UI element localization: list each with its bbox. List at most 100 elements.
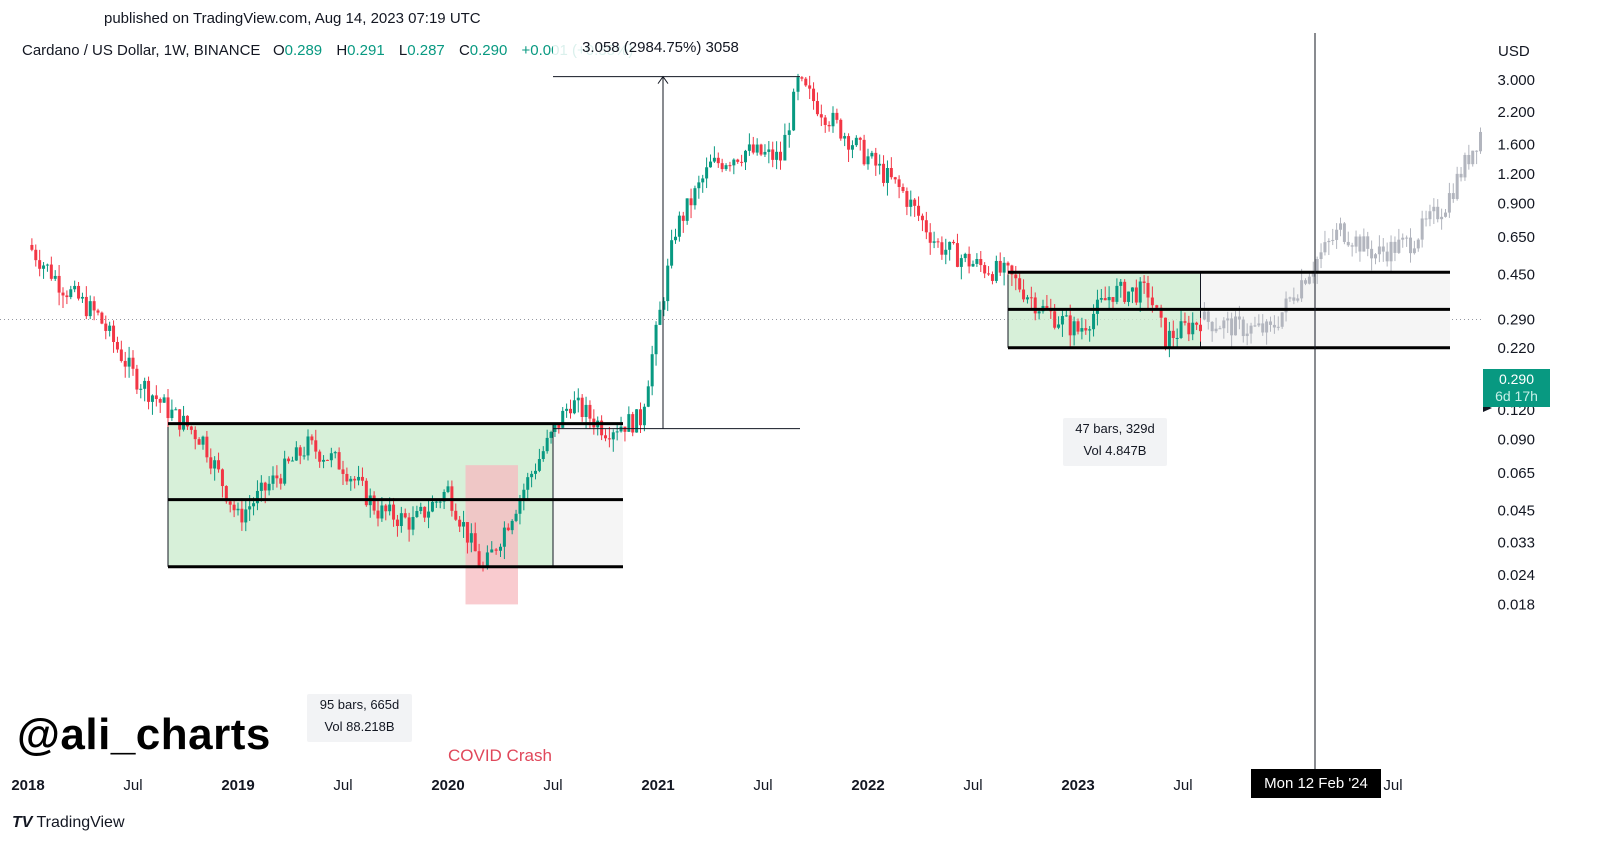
candle-body	[84, 296, 88, 317]
candle-body	[759, 144, 763, 155]
candle-body	[1331, 239, 1335, 241]
tradingview-brand[interactable]: TV TradingView	[12, 814, 125, 832]
candle-body	[693, 188, 697, 206]
candle-body	[796, 77, 800, 92]
candle-body	[775, 151, 779, 160]
range-info-box-1: 95 bars, 665d Vol 88.218B	[307, 694, 412, 742]
candle-body	[917, 205, 921, 216]
candle-body	[61, 292, 65, 296]
candle-body	[1292, 297, 1296, 301]
candle-body	[318, 451, 322, 462]
candle-body	[1195, 322, 1199, 325]
candle-body	[1304, 280, 1307, 284]
candle-body	[236, 508, 240, 511]
candle-body	[755, 144, 759, 153]
candle-body	[670, 240, 674, 266]
candle-body	[329, 453, 333, 461]
x-tick-label: Jul	[963, 777, 983, 794]
candle-body	[1025, 297, 1029, 300]
candle-body	[57, 275, 61, 293]
candle-body	[1076, 321, 1080, 332]
candle-body	[580, 397, 584, 418]
candle-body	[53, 275, 57, 279]
candle-body	[1424, 218, 1428, 220]
candle-body	[150, 395, 154, 402]
candle-body	[666, 265, 670, 302]
candle-body	[279, 478, 283, 484]
candle-body	[990, 274, 994, 281]
candle-body	[469, 533, 473, 543]
candle-body	[360, 476, 364, 481]
candle-body	[419, 506, 423, 512]
candle-body	[1436, 206, 1440, 220]
y-tick-label: 2.200	[1497, 104, 1535, 121]
candle-body	[1276, 326, 1280, 328]
candle-body	[870, 152, 874, 157]
candle-body	[112, 325, 116, 342]
candle-body	[248, 506, 252, 510]
candle-body	[994, 260, 998, 281]
candle-body	[712, 157, 716, 162]
candle-body	[1409, 237, 1412, 254]
candle-body	[1467, 154, 1471, 165]
candle-body	[843, 136, 847, 139]
candle-body	[767, 149, 771, 152]
candle-body	[1420, 218, 1424, 240]
candle-body	[1084, 328, 1088, 331]
candle-body	[576, 397, 580, 401]
candle-body	[565, 408, 569, 411]
candle-body	[561, 410, 565, 428]
open-label: O	[272, 42, 285, 59]
candle-body	[438, 501, 442, 503]
symbol-name[interactable]: Cardano / US Dollar, 1W, BINANCE	[22, 42, 261, 59]
x-tick-label: 2022	[851, 777, 885, 794]
high-label: H	[336, 42, 348, 59]
candle-body	[380, 505, 384, 519]
candle-body	[959, 258, 963, 267]
candle-body	[823, 117, 827, 125]
candle-body	[1068, 315, 1072, 336]
candle-body	[220, 469, 224, 487]
range-info-box-2: 47 bars, 329d Vol 4.847B	[1063, 418, 1167, 466]
y-tick-label: 0.220	[1497, 340, 1535, 357]
measure-arrow-icon	[657, 75, 669, 84]
candle-body	[96, 310, 100, 313]
candle-body	[73, 285, 77, 290]
candle-body	[623, 426, 627, 432]
candle-body	[804, 78, 808, 86]
candle-body	[135, 368, 139, 390]
candle-body	[345, 473, 349, 482]
candle-body	[607, 438, 611, 440]
candle-body	[499, 546, 502, 551]
candle-body	[549, 431, 553, 438]
candle-body	[1366, 236, 1370, 249]
candle-body	[1072, 321, 1076, 336]
candle-body	[1222, 320, 1226, 329]
x-tick-label: Jul	[123, 777, 143, 794]
candle-body	[924, 220, 928, 233]
candle-body	[604, 435, 607, 439]
candle-body	[267, 483, 271, 491]
x-tick-label: 2020	[431, 777, 465, 794]
candle-body	[462, 522, 466, 527]
bar-countdown: 6d 17h	[1495, 388, 1538, 404]
candle-body	[763, 151, 767, 155]
y-tick-label: 0.018	[1497, 596, 1535, 613]
candle-body	[1218, 328, 1222, 330]
candle-body	[1187, 322, 1191, 335]
candle-body	[473, 533, 477, 552]
candle-body	[779, 151, 782, 161]
candle-body	[1095, 299, 1099, 314]
candle-body	[240, 508, 244, 523]
candle-body	[642, 406, 646, 426]
y-tick-label: 0.045	[1497, 502, 1535, 519]
candle-body	[1412, 248, 1416, 254]
candle-body	[485, 552, 489, 568]
author-watermark: @ali_charts	[17, 710, 271, 759]
candle-body	[635, 409, 639, 433]
candle-body	[885, 168, 889, 183]
candle-body	[201, 436, 205, 445]
candle-body	[787, 130, 791, 135]
candle-body	[1138, 281, 1142, 303]
